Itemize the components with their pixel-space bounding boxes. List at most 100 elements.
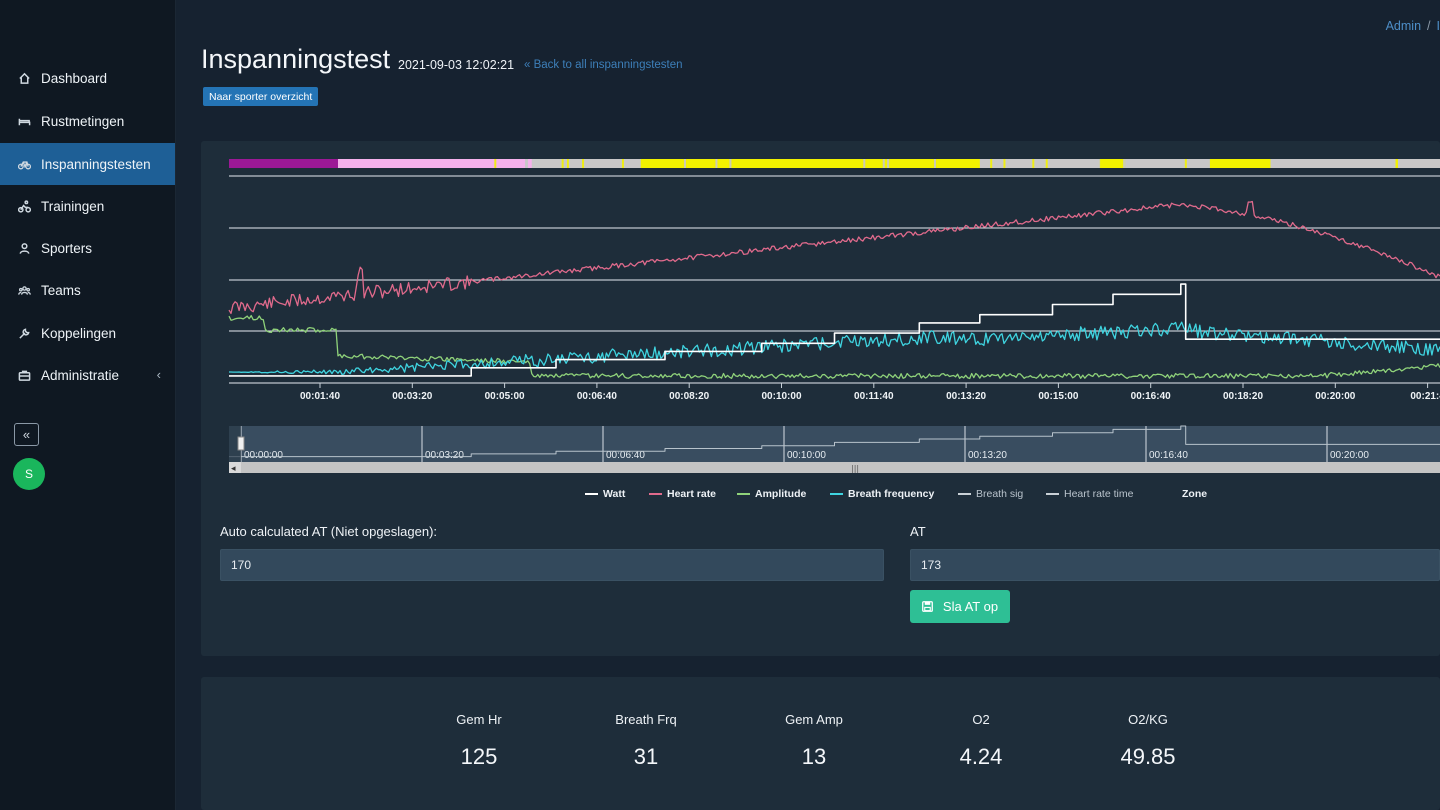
sidebar-item-inspanningstesten[interactable]: Inspanningstesten	[0, 143, 175, 185]
exercise-test-chart[interactable]: 00:01:40 00:03:20 00:05:00 00:06:40 00:08:20…	[0, 0, 1440, 480]
series-line-watt	[229, 283, 1440, 377]
auto-at-input[interactable]	[220, 549, 884, 581]
zone-band-flicker	[566, 159, 569, 168]
at-input[interactable]	[910, 549, 1440, 581]
zone-band-segment	[229, 159, 339, 168]
legend-label: Amplitude	[755, 488, 807, 500]
legend-item-heart-rate-time[interactable]: Heart rate time	[1046, 488, 1133, 500]
zone-band-segment	[337, 159, 533, 168]
navigator-tick-label: 00:20:00	[1330, 450, 1369, 461]
back-to-tests-link[interactable]: « Back to all inspanningstesten	[524, 59, 683, 71]
scrollbar-grip-icon: |||	[851, 464, 859, 473]
legend-item-breath-frequency[interactable]: Breath frequency	[830, 488, 934, 500]
test-date: 2021-09-03 12:02:21	[398, 58, 515, 72]
stat-label-o2-kg: O2/KG	[1128, 712, 1168, 727]
avatar[interactable]: S	[13, 458, 45, 490]
sidebar-collapse-button[interactable]: «	[14, 423, 39, 446]
team-icon	[16, 282, 32, 298]
legend-item-zone[interactable]: Zone	[1182, 488, 1207, 500]
legend-label: Heart rate	[667, 488, 717, 500]
sidebar: Dashboard Rustmetingen Inspanningstesten…	[0, 0, 176, 810]
legend-item-heart-rate[interactable]: Heart rate	[649, 488, 716, 500]
zone-band-flicker	[561, 159, 564, 168]
zone-band-flicker	[942, 159, 945, 168]
navigator-tick-label: 00:13:20	[968, 450, 1007, 461]
zone-band-segment	[1209, 159, 1271, 168]
stat-label-breath-frq: Breath Frq	[615, 712, 677, 727]
chart-legend: Watt Heart rate Amplitude Breath frequen…	[0, 488, 1440, 502]
sidebar-item-label: Sporters	[41, 240, 93, 256]
breadcrumb-item-current[interactable]: I	[1436, 19, 1440, 33]
user-icon	[16, 240, 32, 256]
zone-band-flicker	[894, 159, 897, 168]
breadcrumb: Admin / I	[1386, 19, 1440, 33]
series-line-amplitude	[228, 314, 1440, 380]
zone-band-flicker	[990, 159, 993, 168]
sidebar-item-sporters[interactable]: Sporters	[0, 227, 175, 269]
x-tick-label: 00:15:00	[1038, 391, 1078, 402]
zone-band-segment	[1125, 159, 1211, 168]
zone-band-flicker	[1299, 159, 1302, 168]
sidebar-item-koppelingen[interactable]: Koppelingen	[0, 312, 175, 354]
stat-value-gem-hr: 125	[460, 744, 498, 769]
zone-band-flicker	[621, 159, 624, 168]
zone-band-flicker	[796, 159, 799, 168]
zone-band-flicker	[887, 159, 890, 168]
zone-band-flicker	[933, 159, 936, 168]
auto-at-label: Auto calculated AT (Niet opgeslagen):	[220, 524, 438, 539]
legend-swatch	[649, 493, 662, 495]
series-line-heart-rate	[228, 200, 1440, 315]
x-tick-label: 00:08:20	[669, 391, 709, 402]
sporter-overview-button[interactable]: Naar sporter overzicht	[203, 87, 319, 106]
zone-band-flicker	[889, 159, 892, 168]
stats-card	[201, 677, 1440, 810]
zone-band-segment	[531, 159, 642, 168]
navigator-series-line	[229, 425, 1440, 458]
zone-band-flicker	[494, 159, 497, 168]
legend-swatch	[1046, 493, 1059, 495]
save-at-button[interactable]: Sla AT op	[910, 590, 1010, 623]
x-tick-label: 00:03:20	[392, 391, 432, 402]
zone-band-flicker	[1045, 159, 1048, 168]
legend-item-breath-sig[interactable]: Breath sig	[958, 488, 1023, 500]
legend-label: Zone	[1182, 488, 1208, 500]
zone-band-flicker	[709, 159, 712, 168]
sidebar-item-teams[interactable]: Teams	[0, 269, 175, 311]
zone-band-flicker	[1367, 159, 1370, 168]
bed-icon	[16, 113, 32, 129]
stat-value-gem-amp: 13	[801, 744, 827, 769]
legend-item-amplitude[interactable]: Amplitude	[737, 488, 806, 500]
floppy-disk-icon	[921, 601, 933, 612]
legend-item-watt[interactable]: Watt	[585, 488, 625, 500]
sidebar-item-dashboard[interactable]: Dashboard	[0, 57, 175, 99]
stat-label-gem-amp: Gem Amp	[785, 712, 843, 727]
sidebar-item-administratie[interactable]: Administratie ‹	[0, 354, 175, 396]
legend-swatch	[958, 493, 971, 495]
sidebar-item-rustmetingen[interactable]: Rustmetingen	[0, 100, 175, 142]
navigator-tick-label: 00:00:00	[244, 450, 283, 461]
zone-band-flicker	[1379, 159, 1382, 168]
zone-band-flicker	[914, 159, 917, 168]
cyclist-icon	[16, 198, 32, 214]
zone-band-segment	[1270, 159, 1440, 168]
navigator-mask	[229, 426, 241, 462]
zone-band-flicker	[1123, 159, 1126, 168]
scrollbar-left-arrow-icon: ◂	[231, 464, 236, 474]
stat-value-o2-kg: 49.85	[1120, 744, 1176, 769]
legend-swatch	[737, 493, 750, 495]
breadcrumb-item-admin[interactable]: Admin	[1385, 19, 1422, 33]
avatar-letter: S	[24, 467, 33, 481]
x-tick-label: 00:18:20	[1223, 391, 1263, 402]
sidebar-item-label: Administratie	[41, 367, 120, 383]
briefcase-icon	[16, 367, 32, 383]
breadcrumb-separator: /	[1427, 19, 1431, 33]
x-tick-label: 00:20:00	[1315, 391, 1355, 402]
wrench-icon	[16, 325, 32, 341]
x-tick-label: 00:16:40	[1131, 391, 1171, 402]
legend-swatch	[830, 493, 843, 495]
legend-label: Watt	[603, 488, 626, 500]
stat-label-o2: O2	[972, 712, 990, 727]
zone-band-flicker	[1200, 159, 1203, 168]
bicycle-icon	[16, 156, 32, 172]
sidebar-item-trainingen[interactable]: Trainingen	[0, 185, 175, 227]
